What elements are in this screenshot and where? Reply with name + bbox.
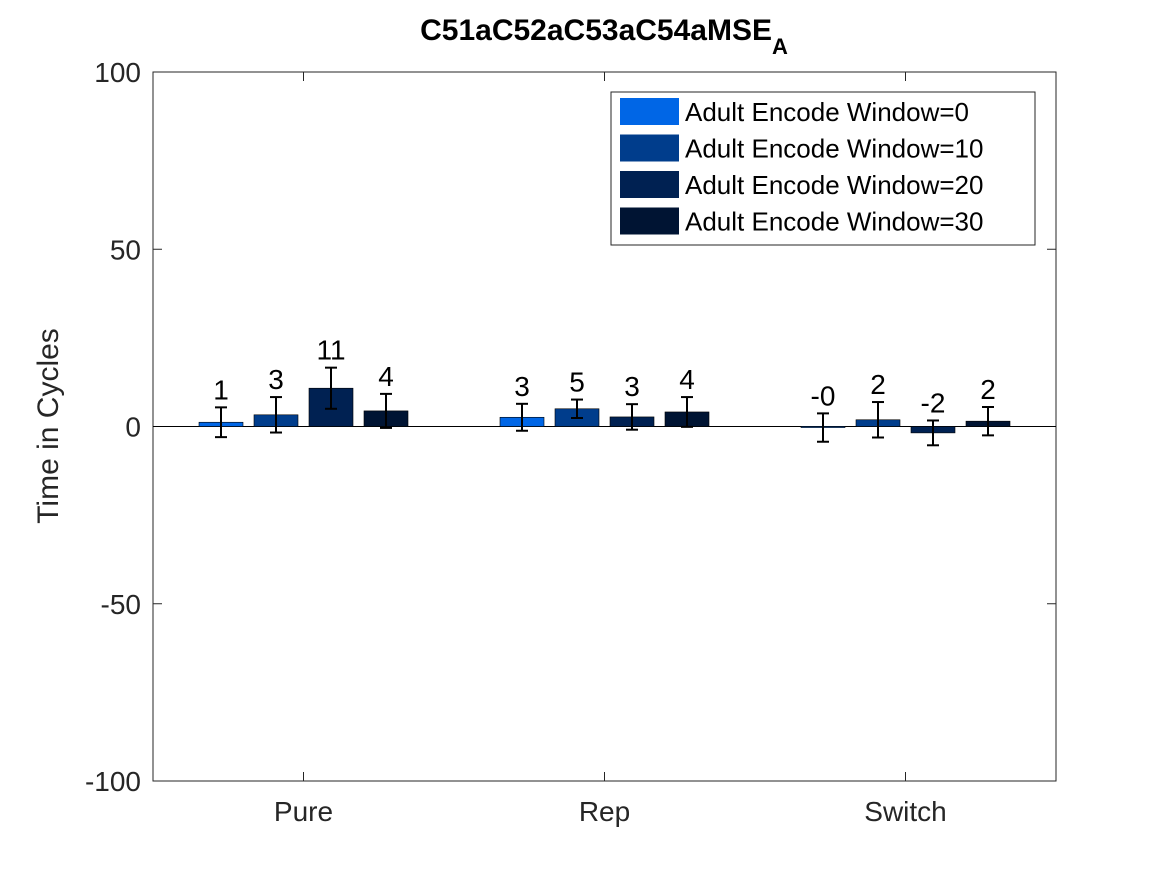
- legend-entry-label: Adult Encode Window=20: [685, 170, 983, 200]
- x-tick-label-switch: Switch: [864, 796, 946, 827]
- legend-entry-label: Adult Encode Window=0: [685, 97, 969, 127]
- data-label: 3: [268, 364, 284, 395]
- x-tick-label-pure: Pure: [274, 796, 333, 827]
- x-tick-label-rep: Rep: [579, 796, 630, 827]
- data-label: 2: [980, 374, 996, 405]
- legend-swatch: [620, 134, 679, 162]
- data-label: 5: [569, 367, 585, 398]
- data-label: 11: [316, 335, 345, 366]
- data-label: 2: [870, 369, 886, 400]
- legend-swatch: [620, 98, 679, 125]
- y-tick-label: -100: [85, 766, 141, 797]
- data-label: 3: [514, 371, 530, 402]
- y-tick-label: 50: [110, 234, 141, 265]
- legend-box: [610, 91, 1036, 246]
- data-label: 3: [624, 371, 640, 402]
- legend-swatch: [620, 207, 679, 235]
- data-label: 4: [679, 364, 695, 395]
- y-axis-label: Time in Cycles: [32, 328, 65, 524]
- y-tick-label: -50: [101, 589, 141, 620]
- legend: Adult Encode Window=0 Adult Encode Window…: [610, 91, 1036, 246]
- chart-title-main: C51aC52aC53aC54aMSE: [420, 14, 772, 47]
- chart-title: C51aC52aC53aC54aMSEA: [420, 14, 788, 59]
- legend-entry-label: Adult Encode Window=10: [685, 134, 983, 164]
- data-label: 1: [213, 374, 229, 405]
- legend-swatch: [620, 171, 679, 198]
- legend-entry-label: Adult Encode Window=30: [685, 207, 983, 237]
- data-label: -0: [811, 380, 836, 411]
- data-label: -2: [921, 387, 946, 418]
- chart-title-subscript: A: [772, 34, 788, 59]
- y-tick-label: 100: [94, 57, 141, 88]
- plot-area: -100 -50 0 50 100 Pure Rep Switch 1 3 -0 3 5 2 11 3 -2 4 4…: [85, 57, 1057, 827]
- data-label: 4: [378, 361, 394, 392]
- y-tick-label: 0: [125, 412, 141, 443]
